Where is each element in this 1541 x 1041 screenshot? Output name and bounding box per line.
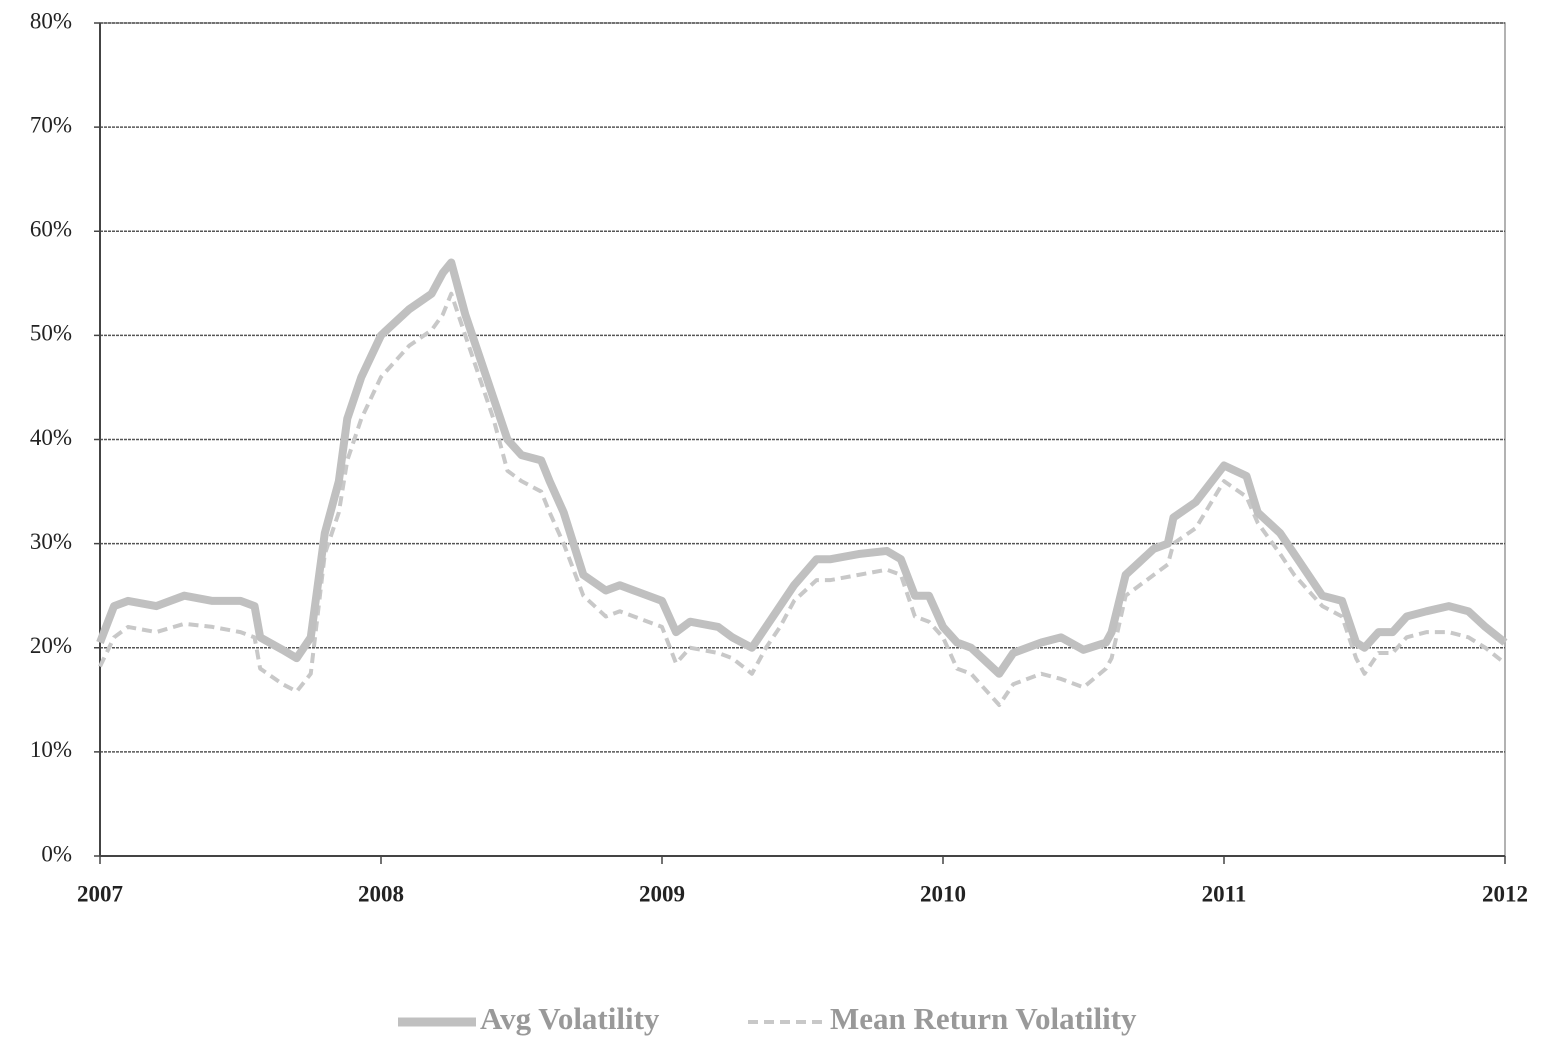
x-tick-label: 2009 bbox=[639, 881, 685, 906]
x-tick-label: 2011 bbox=[1202, 881, 1247, 906]
y-tick-label: 40% bbox=[30, 425, 72, 450]
y-tick-label: 10% bbox=[30, 737, 72, 762]
data-line bbox=[98, 291, 1507, 708]
x-tick-label: 2010 bbox=[920, 881, 966, 906]
legend-label: Avg Volatility bbox=[480, 1001, 660, 1036]
y-tick-label: 20% bbox=[30, 633, 72, 658]
x-tick-label: 2007 bbox=[77, 881, 123, 906]
y-tick-label: 60% bbox=[30, 217, 72, 242]
y-tick-label: 70% bbox=[30, 112, 72, 137]
y-tick-label: 50% bbox=[30, 321, 72, 346]
y-tick-label: 80% bbox=[30, 8, 72, 33]
y-tick-label: 30% bbox=[30, 529, 72, 554]
y-tick-label: 0% bbox=[41, 841, 72, 866]
x-tick-label: 2012 bbox=[1482, 881, 1528, 906]
legend-label: Mean Return Volatility bbox=[830, 1001, 1137, 1036]
x-tick-label: 2008 bbox=[358, 881, 404, 906]
data-line bbox=[96, 258, 1508, 678]
